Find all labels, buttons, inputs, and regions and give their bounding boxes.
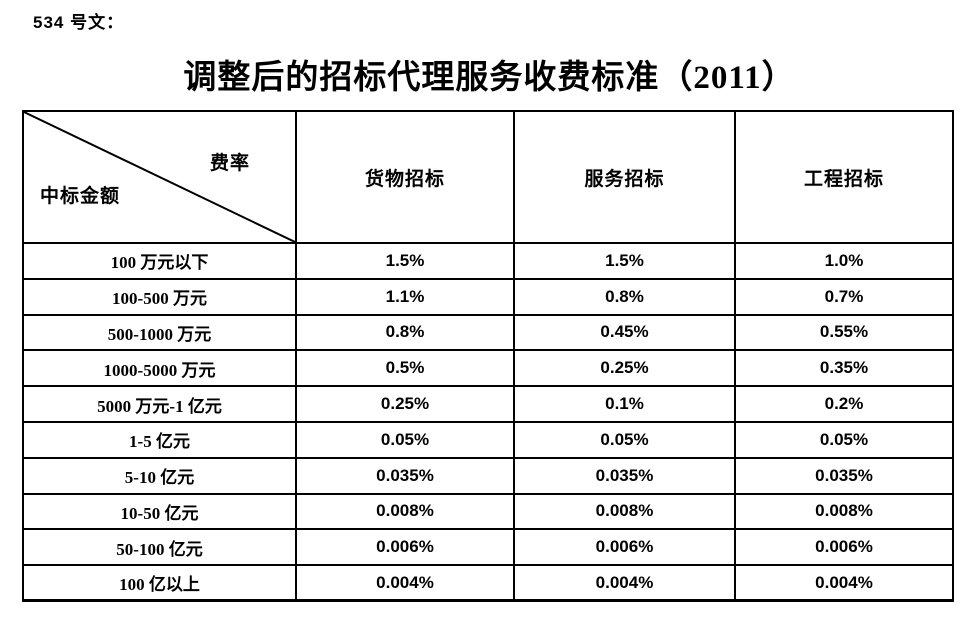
table-row: 5000 万元-1 亿元 0.25% 0.1% 0.2%	[22, 385, 954, 423]
table-row: 500-1000 万元 0.8% 0.45% 0.55%	[22, 313, 954, 352]
fee-value: 1.0%	[734, 242, 954, 280]
corner-cell: 费率 中标金额	[22, 110, 297, 244]
fee-value: 0.8%	[295, 313, 515, 352]
table-row: 1000-5000 万元 0.5% 0.25% 0.35%	[22, 349, 954, 388]
fee-value: 0.004%	[295, 564, 515, 602]
fee-value: 0.5%	[295, 349, 515, 388]
fee-value: 1.5%	[295, 242, 515, 280]
corner-label-amount: 中标金额	[40, 186, 121, 207]
fee-value: 0.006%	[513, 528, 736, 567]
fee-value: 0.25%	[295, 385, 515, 423]
table-row: 100 亿以上 0.004% 0.004% 0.004%	[22, 564, 954, 602]
fee-value: 0.8%	[513, 277, 736, 316]
corner-label-rate: 费率	[209, 153, 250, 174]
fee-value: 1.1%	[295, 277, 515, 316]
diagonal-line	[24, 112, 295, 242]
doc-ref: 534 号文：	[33, 13, 125, 32]
row-label: 100-500 万元	[22, 277, 297, 316]
col-header-service: 服务招标	[513, 110, 736, 244]
fee-value: 0.035%	[734, 456, 954, 495]
fee-value: 0.008%	[513, 492, 736, 531]
row-label: 1-5 亿元	[22, 420, 297, 459]
fee-value: 1.5%	[513, 242, 736, 280]
fee-value: 0.006%	[734, 528, 954, 567]
fee-value: 0.1%	[513, 385, 736, 423]
fee-value: 0.25%	[513, 349, 736, 388]
fee-value: 0.004%	[734, 564, 954, 602]
fee-value: 0.45%	[513, 313, 736, 352]
row-label: 500-1000 万元	[22, 313, 297, 352]
table-row: 5-10 亿元 0.035% 0.035% 0.035%	[22, 456, 954, 495]
header-row: 费率 中标金额 货物招标 服务招标 工程招标	[22, 110, 954, 244]
row-label: 10-50 亿元	[22, 492, 297, 531]
fee-value: 0.2%	[734, 385, 954, 423]
fee-value: 0.035%	[295, 456, 515, 495]
row-label: 5000 万元-1 亿元	[22, 385, 297, 423]
table-row: 50-100 亿元 0.006% 0.006% 0.006%	[22, 528, 954, 567]
table-row: 100 万元以下 1.5% 1.5% 1.0%	[22, 242, 954, 280]
fee-value: 0.008%	[295, 492, 515, 531]
fee-value: 0.035%	[513, 456, 736, 495]
fee-value: 0.008%	[734, 492, 954, 531]
fee-value: 0.35%	[734, 349, 954, 388]
fee-value: 0.55%	[734, 313, 954, 352]
row-label: 5-10 亿元	[22, 456, 297, 495]
fee-value: 0.004%	[513, 564, 736, 602]
row-label: 100 亿以上	[22, 564, 297, 602]
fee-rate-table: 费率 中标金额 货物招标 服务招标 工程招标 100 万元以下 1.5% 1.5…	[22, 110, 954, 603]
diagonal-header-cell: 费率 中标金额	[24, 112, 295, 242]
table-row: 10-50 亿元 0.008% 0.008% 0.008%	[22, 492, 954, 531]
col-header-goods: 货物招标	[295, 110, 515, 244]
fee-value: 0.7%	[734, 277, 954, 316]
page-title: 调整后的招标代理服务收费标准（2011）	[183, 60, 796, 96]
row-label: 100 万元以下	[22, 242, 297, 280]
fee-value: 0.05%	[295, 420, 515, 459]
fee-value: 0.05%	[513, 420, 736, 459]
row-label: 50-100 亿元	[22, 528, 297, 567]
fee-value: 0.05%	[734, 420, 954, 459]
table-row: 1-5 亿元 0.05% 0.05% 0.05%	[22, 420, 954, 459]
table-row: 100-500 万元 1.1% 0.8% 0.7%	[22, 277, 954, 316]
row-label: 1000-5000 万元	[22, 349, 297, 388]
col-header-engineering: 工程招标	[734, 110, 954, 244]
fee-value: 0.006%	[295, 528, 515, 567]
